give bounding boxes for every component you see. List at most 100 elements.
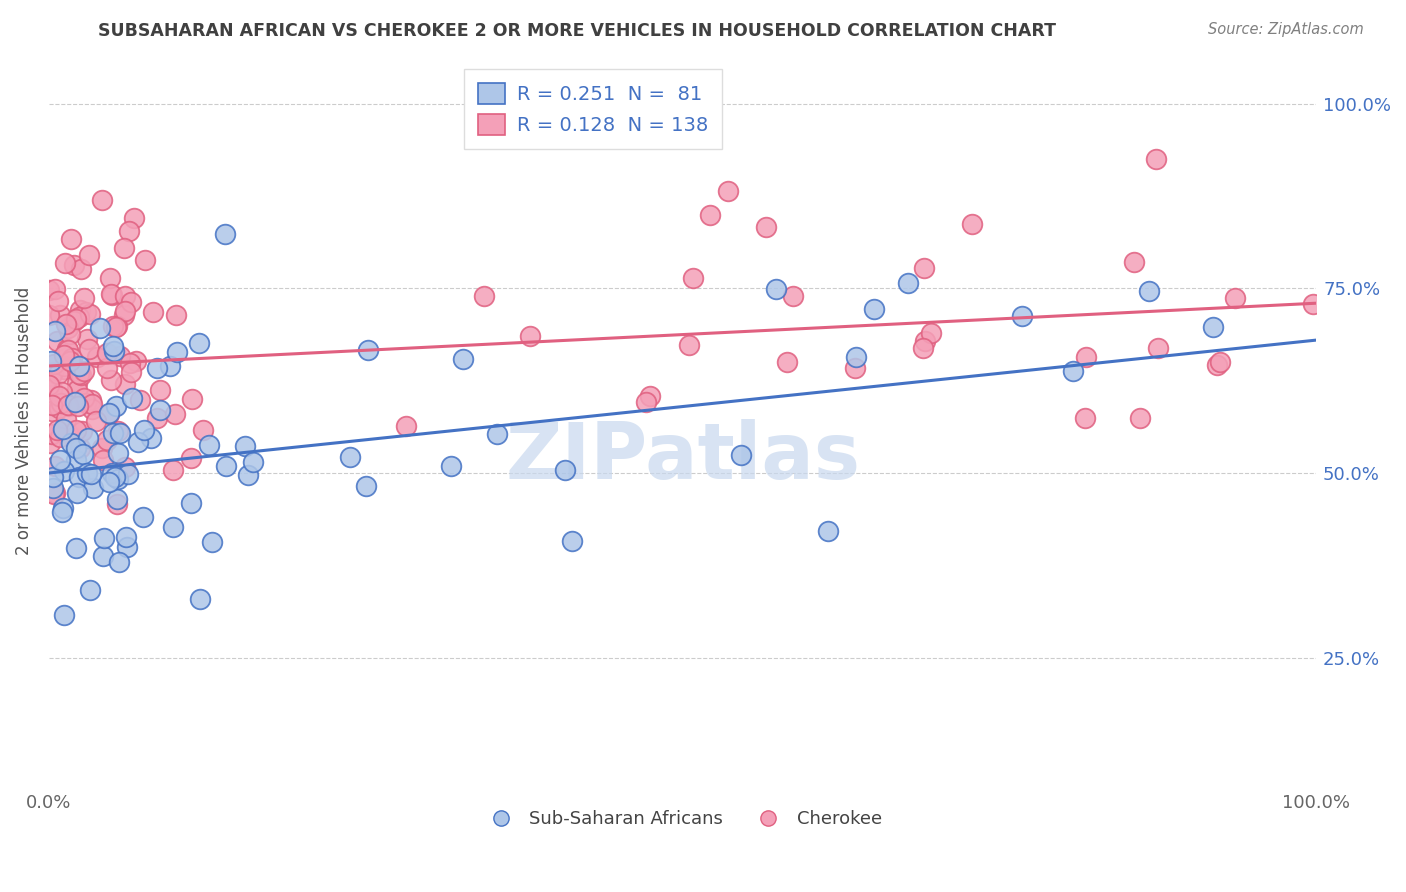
Point: [561, 534, 583, 549]
Point: [60, 351, 83, 365]
Point: [67, 469, 90, 483]
Point: [38, 378, 60, 392]
Point: [42, 470, 65, 484]
Point: [125, 354, 148, 368]
Point: [146, 361, 169, 376]
Point: [42, 487, 65, 501]
Point: [93, 531, 115, 545]
Point: [76, 305, 98, 319]
Text: Source: ZipAtlas.com: Source: ZipAtlas.com: [1208, 22, 1364, 37]
Point: [339, 450, 361, 465]
Point: [46, 423, 69, 437]
Point: [65, 453, 87, 467]
Point: [159, 359, 181, 374]
Point: [146, 411, 169, 425]
Point: [76, 332, 98, 346]
Point: [117, 467, 139, 481]
Point: [914, 334, 936, 348]
Point: [1074, 411, 1097, 425]
Point: [96, 360, 118, 375]
Point: [101, 425, 124, 440]
Point: [765, 282, 787, 296]
Point: [863, 301, 886, 316]
Point: [52, 348, 75, 362]
Point: [817, 524, 839, 538]
Point: [42, 481, 65, 495]
Point: [105, 319, 128, 334]
Point: [122, 211, 145, 226]
Point: [73, 364, 96, 378]
Point: [112, 241, 135, 255]
Point: [41, 382, 63, 396]
Point: [73, 391, 96, 405]
Point: [357, 343, 380, 358]
Point: [1225, 291, 1247, 305]
Point: [59, 354, 82, 368]
Point: [53, 608, 76, 623]
Point: [233, 439, 256, 453]
Point: [65, 541, 87, 556]
Point: [114, 304, 136, 318]
Point: [91, 442, 114, 456]
Point: [69, 441, 91, 455]
Point: [80, 467, 103, 481]
Point: [91, 452, 114, 467]
Point: [638, 389, 661, 403]
Point: [58, 399, 80, 413]
Point: [188, 336, 211, 351]
Point: [53, 256, 76, 270]
Point: [77, 431, 100, 445]
Point: [912, 260, 935, 275]
Point: [911, 341, 934, 355]
Point: [65, 423, 87, 437]
Point: [105, 497, 128, 511]
Point: [1011, 309, 1033, 323]
Point: [554, 463, 576, 477]
Point: [105, 492, 128, 507]
Point: [107, 424, 129, 438]
Point: [91, 549, 114, 563]
Point: [89, 320, 111, 334]
Point: [1302, 297, 1324, 311]
Point: [132, 423, 155, 437]
Point: [70, 424, 93, 438]
Point: [60, 232, 83, 246]
Point: [120, 294, 142, 309]
Point: [49, 453, 72, 467]
Point: [1123, 255, 1146, 269]
Point: [682, 270, 704, 285]
Point: [519, 328, 541, 343]
Point: [163, 407, 186, 421]
Point: [65, 441, 87, 455]
Point: [114, 289, 136, 303]
Legend: Sub-Saharan Africans, Cherokee: Sub-Saharan Africans, Cherokee: [475, 803, 890, 836]
Point: [101, 318, 124, 333]
Point: [472, 289, 495, 303]
Point: [51, 505, 73, 519]
Point: [44, 324, 66, 338]
Point: [699, 208, 721, 222]
Point: [79, 393, 101, 408]
Point: [56, 321, 79, 335]
Point: [55, 412, 77, 426]
Point: [110, 349, 132, 363]
Point: [103, 344, 125, 359]
Y-axis label: 2 or more Vehicles in Household: 2 or more Vehicles in Household: [15, 287, 32, 556]
Point: [129, 393, 152, 408]
Point: [48, 389, 70, 403]
Point: [1062, 364, 1084, 378]
Point: [53, 359, 76, 373]
Text: SUBSAHARAN AFRICAN VS CHEROKEE 2 OR MORE VEHICLES IN HOUSEHOLD CORRELATION CHART: SUBSAHARAN AFRICAN VS CHEROKEE 2 OR MORE…: [98, 22, 1056, 40]
Point: [69, 368, 91, 383]
Point: [107, 472, 129, 486]
Point: [39, 353, 62, 368]
Point: [108, 426, 131, 441]
Point: [82, 401, 104, 416]
Point: [104, 320, 127, 334]
Point: [51, 396, 73, 410]
Point: [67, 310, 90, 325]
Point: [67, 399, 90, 413]
Point: [180, 496, 202, 510]
Point: [46, 367, 69, 381]
Point: [108, 555, 131, 569]
